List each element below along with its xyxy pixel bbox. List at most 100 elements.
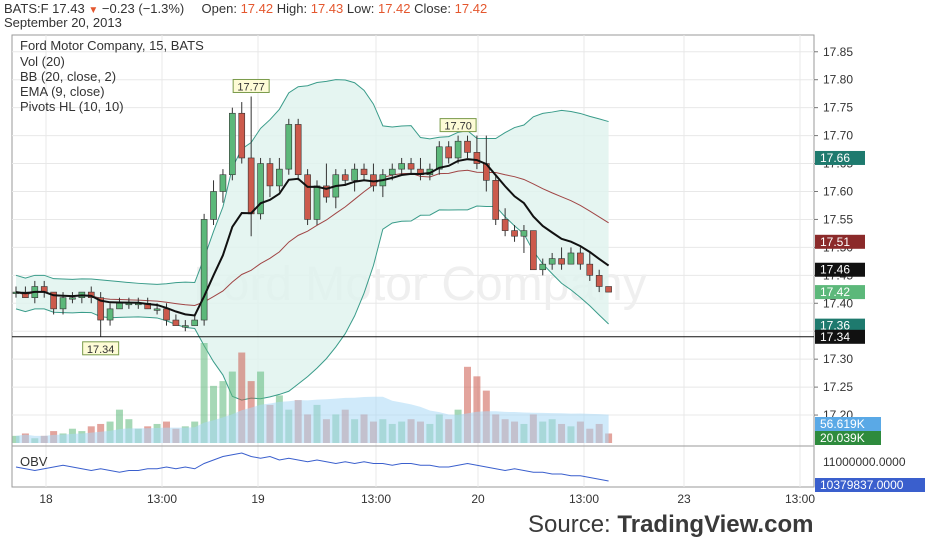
ema-line xyxy=(12,158,814,338)
candle-body xyxy=(59,297,67,310)
candle-body xyxy=(172,319,180,326)
volume-bar xyxy=(464,366,471,443)
legend-title: Ford Motor Company, 15, BATS xyxy=(20,38,204,53)
y-tick-label: 17.85 xyxy=(823,45,853,59)
candle-body xyxy=(407,163,415,170)
candle-body xyxy=(313,185,321,220)
y-tick-label: 17.80 xyxy=(823,73,853,87)
price-tag-label: 17.34 xyxy=(820,330,850,344)
pivot-label: 17.77 xyxy=(237,81,265,93)
obv-axis-label: 11000000.0000 xyxy=(823,455,906,469)
close-label: Close: xyxy=(414,1,452,16)
candle-body xyxy=(163,308,170,321)
price-tag-label: 17.42 xyxy=(820,285,850,299)
candle-body xyxy=(464,140,471,153)
volume-bar xyxy=(228,371,236,443)
source-prefix: Source: xyxy=(528,511,618,538)
bb-basis xyxy=(15,169,609,307)
volume-bar xyxy=(219,381,227,443)
ema-9 xyxy=(15,158,610,317)
candle-body xyxy=(276,168,283,187)
candle-body xyxy=(200,219,208,321)
bb-upper xyxy=(15,79,609,285)
candle-body xyxy=(520,230,528,237)
candle-body xyxy=(360,168,368,176)
price-tag-label: 17.51 xyxy=(820,235,850,249)
candle-body xyxy=(219,174,227,192)
candle-body xyxy=(69,297,76,300)
candle-body xyxy=(388,168,396,176)
pivot-box xyxy=(232,78,270,93)
legend-vol: Vol (20) xyxy=(20,54,65,69)
candle-body xyxy=(530,230,537,271)
candle-body xyxy=(304,174,311,220)
candle-body xyxy=(257,163,264,215)
candle-body xyxy=(548,258,556,265)
candle-body xyxy=(586,263,594,276)
x-tick-label: 13:00 xyxy=(361,492,391,506)
pivot-box xyxy=(82,341,120,356)
candle-body xyxy=(351,168,358,181)
open-label: Open: xyxy=(201,1,237,16)
candle-body xyxy=(445,146,452,159)
candle-body xyxy=(595,275,603,287)
candle-body xyxy=(22,291,29,298)
price-tag-label: 17.46 xyxy=(820,263,850,277)
pivot-label: 17.34 xyxy=(87,344,115,356)
quote-header: BATS:F 17.43 ▼ −0.23 (−1.3%) Open: 17.42… xyxy=(4,2,487,18)
y-tick-label: 17.70 xyxy=(823,129,853,143)
x-tick-label: 20 xyxy=(471,492,485,506)
candle-body xyxy=(182,325,189,328)
candle-body xyxy=(492,180,500,220)
pivot-labels: 17.77 17.70 17.34 xyxy=(82,78,477,356)
candles xyxy=(12,96,612,337)
x-tick-label: 19 xyxy=(251,492,265,506)
candle-body xyxy=(116,302,123,310)
last-price: 17.43 xyxy=(52,1,85,16)
legend: Ford Motor Company, 15, BATS Vol (20) BB… xyxy=(20,38,204,469)
low-label: Low: xyxy=(346,1,375,16)
symbol: BATS:F xyxy=(4,1,49,16)
volume-bar xyxy=(200,343,208,443)
low-value: 17.42 xyxy=(377,1,411,16)
candle-body xyxy=(229,112,236,176)
change-arrow-icon: ▼ xyxy=(88,5,99,16)
volume-bar xyxy=(238,352,246,443)
obv-label: OBV xyxy=(20,454,48,469)
price-tag xyxy=(815,234,865,249)
legend-bb: BB (20, close, 2) xyxy=(20,69,116,84)
volume-ma xyxy=(16,396,609,443)
bb-lower xyxy=(15,205,609,401)
price-tag xyxy=(815,285,865,300)
obv-tag-label: 10379837.0000 xyxy=(820,478,904,492)
candle-body xyxy=(473,152,481,164)
candle-body xyxy=(153,308,161,311)
candle-body xyxy=(398,163,405,170)
y-tick-label: 17.40 xyxy=(823,296,853,310)
candle-body xyxy=(106,308,114,321)
candle-body xyxy=(294,124,302,176)
price-tag xyxy=(815,318,865,333)
volume-bar xyxy=(115,409,123,443)
close-value: 17.42 xyxy=(454,1,488,16)
pivot-label: 17.70 xyxy=(444,121,472,133)
x-tick-label: 13:00 xyxy=(785,492,815,506)
x-tick-label: 18 xyxy=(39,492,53,506)
candle-body xyxy=(266,163,274,187)
candle-body xyxy=(501,219,509,231)
candle-body xyxy=(210,191,217,220)
candle-body xyxy=(238,112,246,159)
y-tick-label: 17.75 xyxy=(823,101,853,115)
source-credit: Source: TradingView.com xyxy=(528,511,813,539)
candle-body xyxy=(454,140,462,159)
plot-frame xyxy=(11,34,815,488)
change: −0.23 (−1.3%) xyxy=(101,1,185,16)
price-tag-label: 17.66 xyxy=(820,151,850,165)
candle-body xyxy=(247,157,255,215)
legend-pivots: Pivots HL (10, 10) xyxy=(20,99,124,114)
y-tick-label: 17.55 xyxy=(823,212,853,226)
high-value: 17.43 xyxy=(310,1,344,16)
candle-body xyxy=(285,124,293,170)
axes: 17.2017.2517.3017.3517.4017.4517.5017.55… xyxy=(39,45,925,506)
